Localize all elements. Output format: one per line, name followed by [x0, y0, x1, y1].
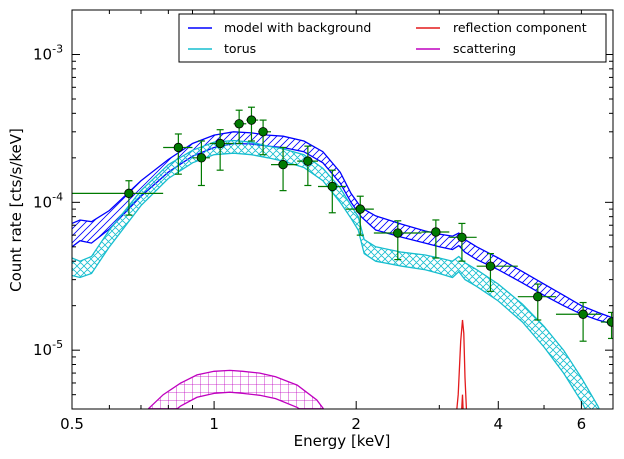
series-band-reflection-component	[455, 320, 469, 454]
data-point-marker	[606, 317, 613, 327]
data-point-2	[192, 140, 210, 187]
data-point-3	[209, 129, 234, 171]
data-points	[72, 106, 613, 342]
data-point-13	[449, 222, 477, 262]
legend-label-torus: torus	[224, 41, 256, 56]
data-point-marker	[303, 156, 313, 166]
data-point-marker	[485, 261, 496, 271]
data-point-10	[345, 195, 374, 236]
data-point-marker	[431, 227, 441, 237]
legend-label-model: model with background	[224, 20, 371, 35]
series-upper-line-model-with-background	[72, 131, 613, 319]
data-point-8	[297, 145, 318, 187]
data-point-16	[555, 301, 601, 342]
x-tick-label: 0.5	[60, 415, 84, 433]
series-upper-line-reflection-component	[456, 319, 468, 409]
legend-label-scattering: scattering	[453, 41, 516, 56]
data-point-11	[373, 220, 422, 261]
series-band-torus	[72, 140, 600, 409]
data-point-5	[246, 106, 259, 142]
data-point-marker	[278, 159, 288, 170]
tick-labels: 0.5 1 2 4 6 10-5 10-4 10-3	[33, 43, 586, 433]
data-point-17	[600, 311, 613, 340]
y-axis-label: Count rate [cts/s/keV]	[7, 128, 25, 292]
legend: model with background reflection compone…	[178, 13, 607, 63]
data-point-marker	[234, 119, 244, 129]
data-point-marker	[246, 115, 257, 125]
data-point-4	[233, 109, 247, 145]
axis-ticks	[71, 9, 614, 410]
x-tick-label: 6	[577, 415, 587, 433]
series-lower-line-scattering	[175, 391, 301, 409]
data-point-marker	[215, 138, 225, 149]
plot-frame	[71, 9, 614, 410]
x-tick-label: 2	[351, 415, 361, 433]
data-point-0	[72, 180, 164, 216]
series-layer	[72, 131, 613, 454]
data-point-marker	[457, 232, 467, 243]
series-band-model-with-background	[72, 131, 613, 325]
data-point-1	[163, 133, 193, 175]
data-point-7	[271, 146, 298, 192]
data-point-marker	[124, 188, 134, 199]
data-point-marker	[196, 153, 207, 163]
legend-label-reflection: reflection component	[453, 20, 587, 35]
data-point-9	[317, 169, 346, 214]
x-tick-label: 4	[494, 415, 504, 433]
data-point-6	[258, 119, 272, 156]
x-tick-label: 1	[209, 415, 219, 433]
y-tick-label: 10-5	[33, 338, 63, 359]
x-axis-label: Energy [keV]	[294, 432, 391, 450]
series-band-scattering	[148, 370, 324, 409]
series-upper-line-scattering	[147, 369, 325, 409]
data-point-15	[517, 283, 556, 321]
data-point-marker	[258, 127, 268, 137]
data-point-marker	[173, 142, 184, 153]
data-point-marker	[327, 181, 337, 192]
series-upper-line-torus	[72, 139, 600, 409]
data-point-marker	[578, 309, 588, 319]
data-point-12	[421, 219, 450, 259]
data-point-marker	[533, 291, 543, 302]
legend-box	[178, 13, 607, 63]
series-lower-line-torus	[72, 152, 587, 409]
y-tick-label: 10-4	[33, 190, 63, 211]
y-tick-label: 10-3	[33, 43, 63, 64]
data-point-marker	[355, 204, 365, 214]
data-point-marker	[393, 228, 403, 238]
data-point-14	[476, 253, 518, 292]
